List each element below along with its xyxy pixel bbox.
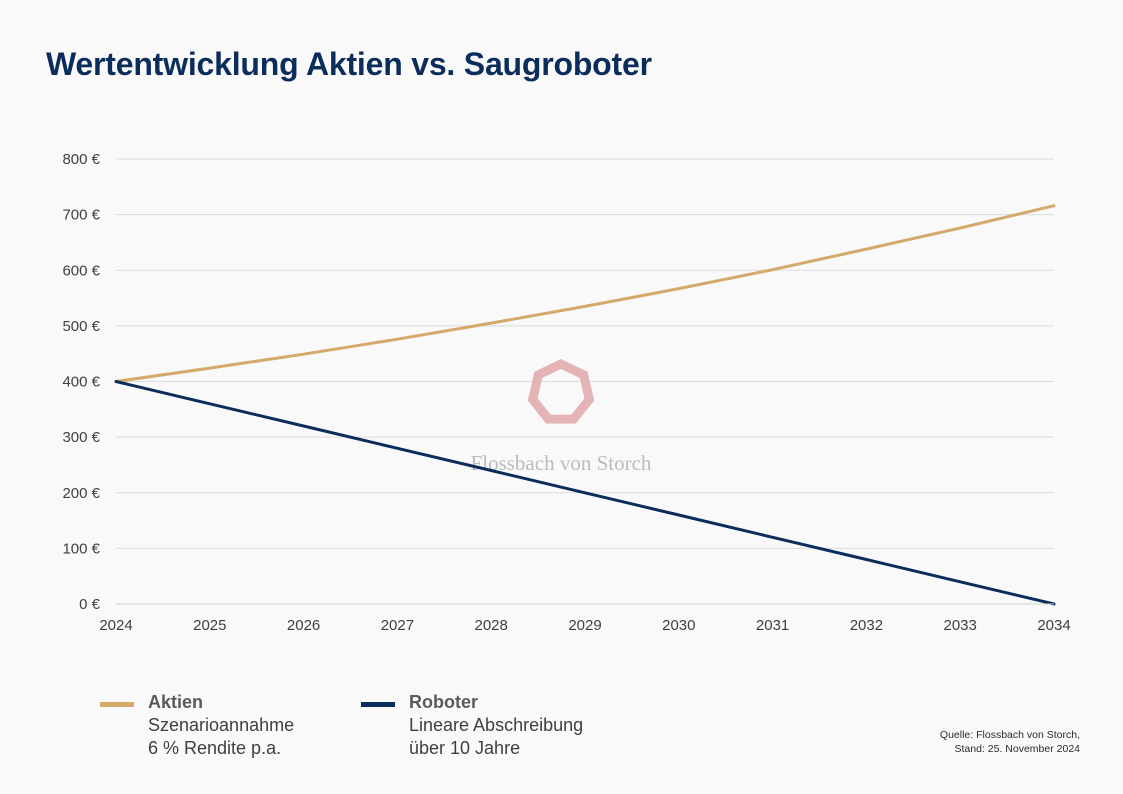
source-note: Quelle: Flossbach von Storch, Stand: 25.… bbox=[940, 728, 1080, 756]
x-tick-label: 2033 bbox=[944, 617, 977, 634]
legend-desc-roboter-1: Lineare Abschreibung bbox=[409, 715, 584, 735]
x-tick-label: 2032 bbox=[850, 617, 883, 634]
x-tick-label: 2027 bbox=[381, 617, 414, 634]
x-tick-label: 2034 bbox=[1037, 617, 1070, 634]
y-tick-label: 700 € bbox=[62, 207, 100, 224]
y-tick-label: 500 € bbox=[62, 318, 100, 335]
x-tick-label: 2031 bbox=[756, 617, 789, 634]
legend-desc-aktien-1: Szenarioannahme bbox=[148, 715, 295, 735]
y-tick-label: 300 € bbox=[62, 429, 100, 446]
series-line-aktien bbox=[114, 204, 1056, 383]
x-tick-label: 2028 bbox=[475, 617, 508, 634]
series-line-roboter bbox=[114, 380, 1056, 606]
y-tick-label: 200 € bbox=[62, 485, 100, 502]
watermark-logo bbox=[527, 359, 595, 424]
chart-title: Wertentwicklung Aktien vs. Saugroboter bbox=[46, 46, 652, 82]
x-tick-label: 2024 bbox=[99, 617, 132, 634]
y-tick-label: 400 € bbox=[62, 374, 100, 391]
legend-name-roboter: Roboter bbox=[409, 692, 478, 712]
x-tick-label: 2026 bbox=[287, 617, 320, 634]
y-tick-label: 800 € bbox=[62, 151, 100, 168]
watermark: Flossbach von Storch bbox=[471, 359, 652, 475]
legend-desc-aktien-2: 6 % Rendite p.a. bbox=[148, 738, 282, 758]
y-tick-label: 600 € bbox=[62, 262, 100, 279]
y-axis-tick-labels: 0 € 100 € 200 € 300 € 400 € 500 € 600 € 700 € 80… bbox=[62, 151, 100, 613]
x-tick-label: 2029 bbox=[568, 617, 601, 634]
legend-swatch-aktien bbox=[100, 702, 134, 707]
x-tick-label: 2025 bbox=[193, 617, 226, 634]
source-line-1: Quelle: Flossbach von Storch, bbox=[939, 729, 1080, 741]
source-line-2: Stand: 25. November 2024 bbox=[954, 743, 1081, 755]
y-tick-label: 0 € bbox=[79, 596, 101, 613]
x-axis-tick-labels: 2024 2025 2026 2027 2028 2029 2030 2031 2032 2033… bbox=[99, 617, 1070, 634]
watermark-text: Flossbach von Storch bbox=[471, 451, 652, 475]
x-tick-label: 2030 bbox=[662, 617, 695, 634]
series-lines bbox=[114, 204, 1056, 606]
y-tick-label: 100 € bbox=[62, 540, 100, 557]
legend-swatch-roboter bbox=[361, 702, 395, 707]
legend-desc-roboter-2: über 10 Jahre bbox=[409, 738, 521, 758]
legend-name-aktien: Aktien bbox=[148, 692, 204, 712]
